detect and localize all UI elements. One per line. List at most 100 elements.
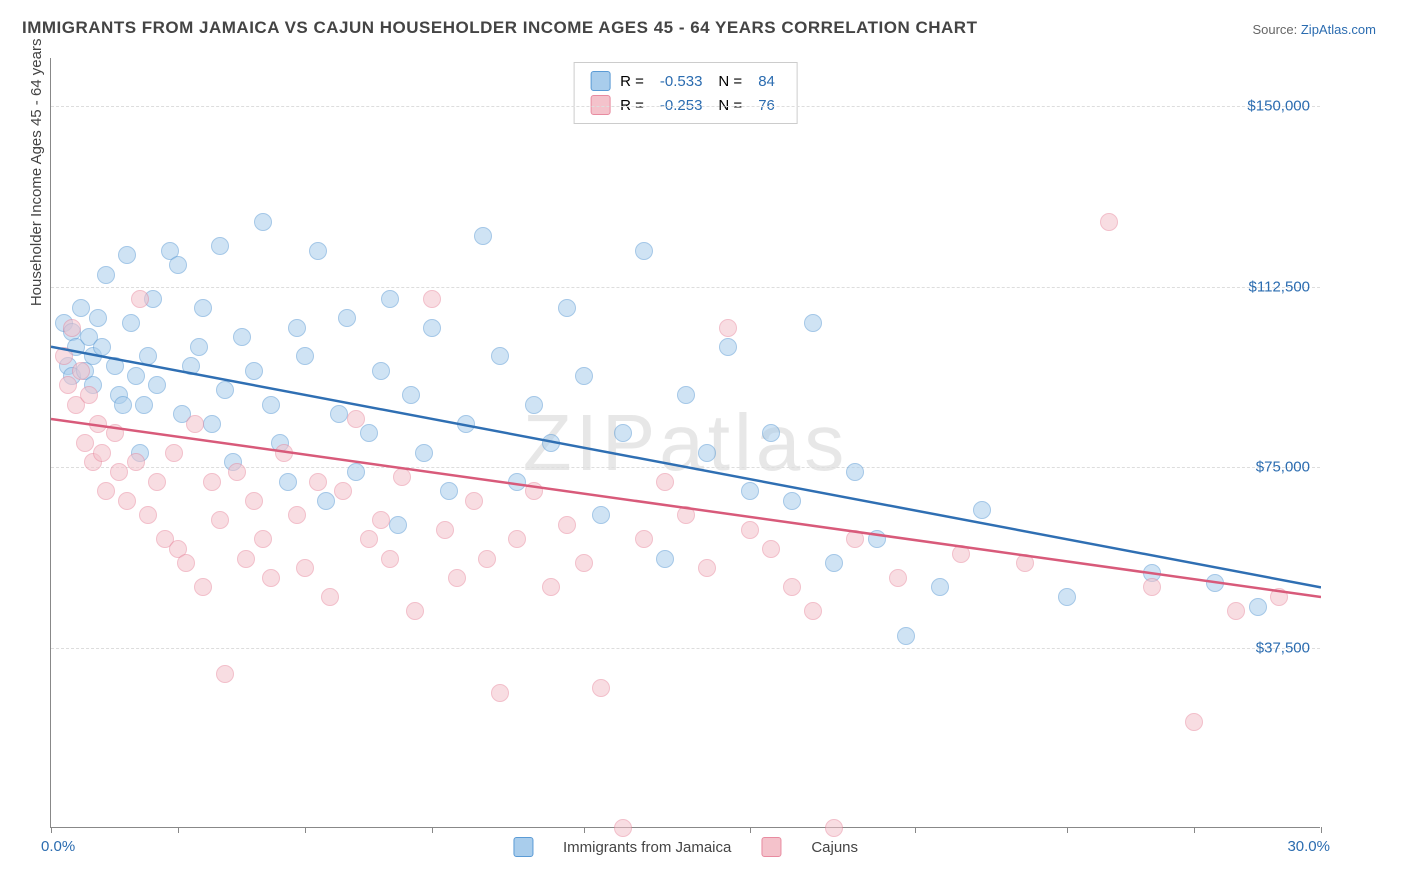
data-point-jamaica xyxy=(783,492,801,510)
data-point-cajuns xyxy=(245,492,263,510)
x-axis-max-label: 30.0% xyxy=(1287,838,1330,855)
n-value-jamaica: 84 xyxy=(752,73,781,90)
data-point-cajuns xyxy=(288,506,306,524)
data-point-jamaica xyxy=(360,424,378,442)
data-point-cajuns xyxy=(80,386,98,404)
data-point-cajuns xyxy=(741,521,759,539)
data-point-cajuns xyxy=(381,550,399,568)
data-point-jamaica xyxy=(296,347,314,365)
x-tick xyxy=(584,827,585,833)
data-point-cajuns xyxy=(118,492,136,510)
data-point-jamaica xyxy=(233,328,251,346)
data-point-cajuns xyxy=(393,468,411,486)
data-point-cajuns xyxy=(309,473,327,491)
legend-swatch-cajuns xyxy=(761,837,781,857)
x-tick xyxy=(1321,827,1322,833)
data-point-jamaica xyxy=(190,338,208,356)
gridline xyxy=(51,287,1320,288)
data-point-jamaica xyxy=(338,309,356,327)
data-point-jamaica xyxy=(558,299,576,317)
data-point-jamaica xyxy=(194,299,212,317)
data-point-jamaica xyxy=(288,319,306,337)
data-point-cajuns xyxy=(139,506,157,524)
data-point-jamaica xyxy=(868,530,886,548)
y-tick-label: $150,000 xyxy=(1247,98,1310,115)
data-point-jamaica xyxy=(139,347,157,365)
data-point-jamaica xyxy=(135,396,153,414)
data-point-jamaica xyxy=(279,473,297,491)
data-point-cajuns xyxy=(228,463,246,481)
data-point-jamaica xyxy=(474,227,492,245)
data-point-jamaica xyxy=(575,367,593,385)
data-point-jamaica xyxy=(614,424,632,442)
data-point-cajuns xyxy=(525,482,543,500)
swatch-cajuns xyxy=(590,95,610,115)
data-point-cajuns xyxy=(635,530,653,548)
n-value-cajuns: 76 xyxy=(752,97,781,114)
x-tick xyxy=(915,827,916,833)
data-point-jamaica xyxy=(106,357,124,375)
data-point-jamaica xyxy=(973,501,991,519)
source-prefix: Source: xyxy=(1252,22,1300,37)
data-point-jamaica xyxy=(127,367,145,385)
watermark-text: ZIPatlas xyxy=(523,397,848,489)
gridline xyxy=(51,648,1320,649)
y-tick-label: $75,000 xyxy=(1256,459,1310,476)
data-point-jamaica xyxy=(762,424,780,442)
data-point-cajuns xyxy=(321,588,339,606)
data-point-jamaica xyxy=(216,381,234,399)
data-point-cajuns xyxy=(254,530,272,548)
chart-legend: Immigrants from Jamaica Cajuns xyxy=(513,837,858,857)
data-point-jamaica xyxy=(330,405,348,423)
swatch-jamaica xyxy=(590,71,610,91)
data-point-cajuns xyxy=(131,290,149,308)
data-point-cajuns xyxy=(262,569,280,587)
data-point-jamaica xyxy=(93,338,111,356)
data-point-cajuns xyxy=(216,665,234,683)
data-point-jamaica xyxy=(635,242,653,260)
data-point-cajuns xyxy=(211,511,229,529)
data-point-cajuns xyxy=(575,554,593,572)
data-point-cajuns xyxy=(677,506,695,524)
data-point-cajuns xyxy=(296,559,314,577)
data-point-cajuns xyxy=(59,376,77,394)
data-point-jamaica xyxy=(415,444,433,462)
y-tick-label: $37,500 xyxy=(1256,639,1310,656)
data-point-cajuns xyxy=(110,463,128,481)
scatter-plot-area: ZIPatlas 0.0% 30.0% R = -0.533 N = 84 R … xyxy=(50,58,1320,828)
source-attribution: Source: ZipAtlas.com xyxy=(1252,22,1376,37)
legend-label-cajuns: Cajuns xyxy=(811,839,858,856)
data-point-cajuns xyxy=(148,473,166,491)
data-point-jamaica xyxy=(245,362,263,380)
data-point-jamaica xyxy=(719,338,737,356)
data-point-cajuns xyxy=(1100,213,1118,231)
r-value-jamaica: -0.533 xyxy=(654,73,709,90)
data-point-cajuns xyxy=(372,511,390,529)
data-point-cajuns xyxy=(93,444,111,462)
data-point-cajuns xyxy=(465,492,483,510)
data-point-cajuns xyxy=(165,444,183,462)
data-point-cajuns xyxy=(889,569,907,587)
data-point-cajuns xyxy=(89,415,107,433)
data-point-cajuns xyxy=(72,362,90,380)
data-point-jamaica xyxy=(402,386,420,404)
data-point-jamaica xyxy=(440,482,458,500)
data-point-cajuns xyxy=(762,540,780,558)
data-point-jamaica xyxy=(1249,598,1267,616)
data-point-jamaica xyxy=(542,434,560,452)
data-point-jamaica xyxy=(381,290,399,308)
data-point-cajuns xyxy=(347,410,365,428)
data-point-jamaica xyxy=(508,473,526,491)
data-point-cajuns xyxy=(846,530,864,548)
data-point-cajuns xyxy=(952,545,970,563)
gridline xyxy=(51,106,1320,107)
x-tick xyxy=(432,827,433,833)
trend-lines xyxy=(51,58,1321,828)
data-point-jamaica xyxy=(309,242,327,260)
data-point-cajuns xyxy=(783,578,801,596)
source-link[interactable]: ZipAtlas.com xyxy=(1301,22,1376,37)
data-point-jamaica xyxy=(89,309,107,327)
data-point-jamaica xyxy=(656,550,674,568)
stats-row-cajuns: R = -0.253 N = 76 xyxy=(590,93,781,117)
x-tick xyxy=(1194,827,1195,833)
